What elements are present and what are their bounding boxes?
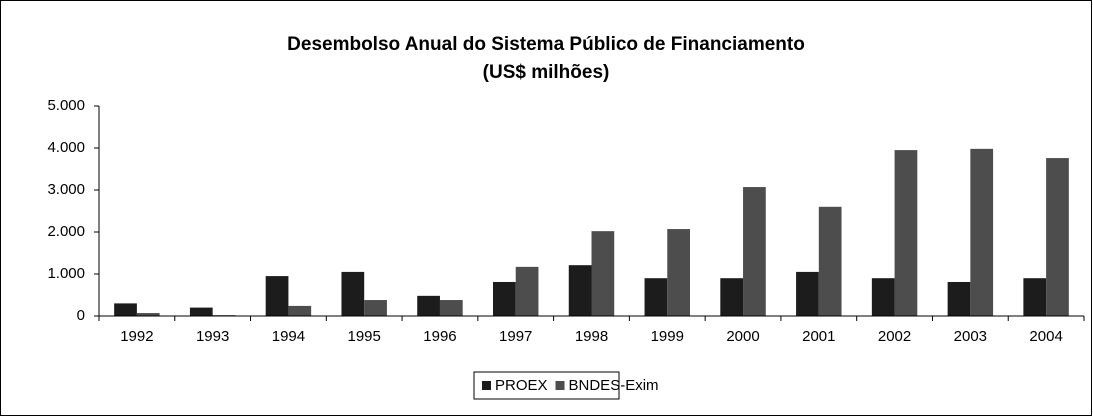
bar [288,305,312,316]
y-tick-label: 4.000 [47,139,85,156]
bar [894,150,918,316]
bar [1023,278,1047,316]
x-tick-label: 2001 [802,328,835,345]
bar [644,278,668,316]
x-tick-label: 1995 [348,328,381,345]
y-tick-label: 5.000 [47,97,85,114]
bar [720,278,744,316]
x-tick-label: 2000 [726,328,759,345]
y-tick-label: 3.000 [47,181,85,198]
x-tick-label: 1996 [423,328,456,345]
y-tick-label: 0 [77,307,85,324]
legend-swatch [482,381,491,390]
legend-swatch [555,381,565,390]
bar [364,300,387,316]
bar [568,265,592,316]
bar [591,231,615,316]
bar [341,271,365,316]
bar [114,303,137,316]
bar [796,271,819,316]
x-tick-label: 1992 [120,328,153,345]
bar [743,187,766,316]
bar [871,278,895,316]
legend-box [473,371,620,400]
x-tick-label: 2004 [1029,328,1062,345]
bar [136,313,160,316]
bar [493,281,516,316]
bar [515,266,539,316]
bar [970,148,994,316]
chart-title: Desembolso Anual do Sistema Público de F… [287,34,805,55]
legend-label: BNDES-Exim [569,377,659,394]
bar [818,206,842,316]
x-tick-label: 2002 [878,328,911,345]
legend-label: PROEX [495,377,548,394]
x-tick-label: 1999 [651,328,684,345]
x-tick-label: 1998 [575,328,608,345]
x-tick-label: 1993 [196,328,229,345]
chart-subtitle: (US$ milhões) [483,62,610,83]
bar [265,276,289,316]
bar [667,229,690,316]
y-tick-label: 1.000 [47,265,85,282]
x-tick-label: 1994 [272,328,305,345]
bar [417,295,440,316]
bar [189,307,213,316]
bar [1046,158,1069,316]
y-tick-label: 2.000 [47,223,85,240]
x-tick-label: 1997 [499,328,532,345]
bar [439,300,463,316]
bar [947,281,971,316]
x-tick-label: 2003 [954,328,987,345]
